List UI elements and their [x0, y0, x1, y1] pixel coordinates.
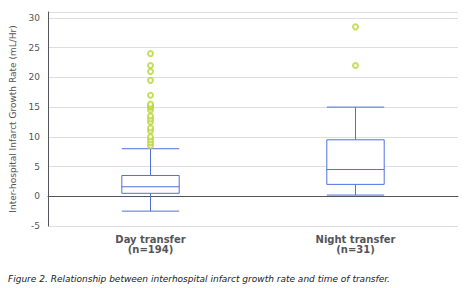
svg-text:-5: -5: [31, 221, 40, 231]
svg-text:(n=31): (n=31): [336, 244, 375, 255]
svg-text:15: 15: [29, 102, 40, 112]
svg-text:5: 5: [34, 162, 40, 172]
svg-text:0: 0: [34, 191, 40, 201]
svg-text:10: 10: [29, 132, 41, 142]
svg-text:20: 20: [29, 72, 41, 82]
svg-text:(n=194): (n=194): [128, 244, 174, 255]
svg-text:25: 25: [29, 43, 40, 53]
svg-text:Figure 2. Relationship between: Figure 2. Relationship between interhosp…: [8, 274, 390, 284]
svg-text:30: 30: [29, 13, 41, 23]
svg-text:Inter-hospital Infarct Growth: Inter-hospital Infarct Growth Rate (mL/H…: [8, 25, 18, 212]
svg-text:Night transfer: Night transfer: [315, 233, 396, 245]
svg-text:Day transfer: Day transfer: [115, 233, 186, 245]
